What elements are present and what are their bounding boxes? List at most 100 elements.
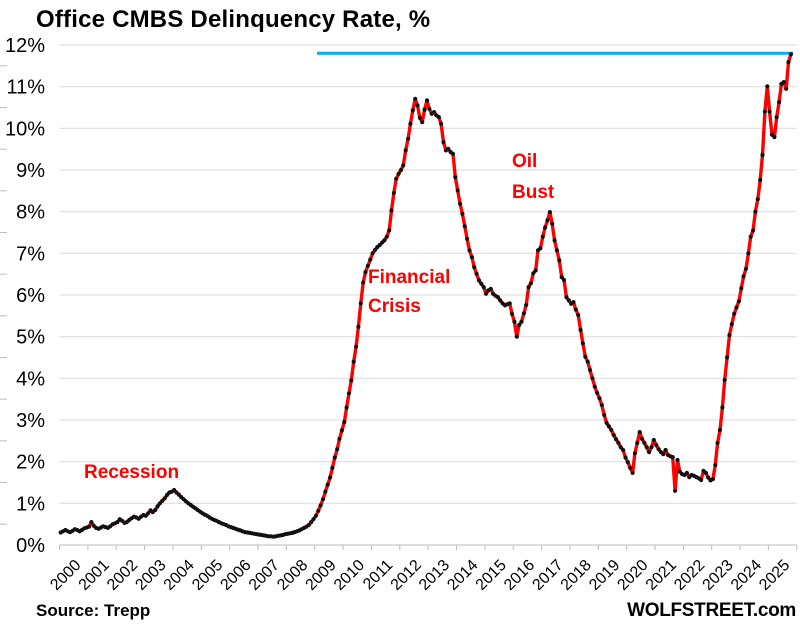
x-tick-label: 2023 [700, 557, 737, 594]
data-point-marker [632, 451, 638, 456]
data-point-marker [146, 511, 151, 516]
data-point-marker [349, 378, 354, 383]
data-point-marker [765, 84, 770, 89]
x-tick-label: 2017 [529, 557, 566, 594]
data-point-marker [526, 285, 531, 290]
data-point-marker [552, 238, 557, 243]
data-point-marker [746, 251, 751, 256]
data-point-marker [576, 312, 581, 318]
x-tick-label: 2012 [388, 557, 425, 594]
chart-title: Office CMBS Delinquency Rate, % [36, 6, 431, 33]
data-point-marker [465, 236, 470, 241]
data-point-marker [595, 390, 600, 395]
data-point-marker [684, 470, 690, 475]
data-point-marker [699, 477, 704, 483]
data-point-marker [422, 107, 427, 112]
data-point-marker [372, 247, 378, 253]
data-point-marker [476, 278, 482, 283]
y-tick-label: 1% [16, 493, 45, 515]
x-tick-label: 2009 [303, 557, 340, 594]
data-point-marker [469, 255, 474, 260]
data-point-marker [547, 210, 553, 215]
data-point-marker [540, 234, 545, 239]
data-point-marker [654, 442, 659, 448]
y-tick-label: 6% [16, 285, 45, 307]
x-tick-label: 2013 [416, 557, 453, 594]
data-point-marker [703, 470, 708, 475]
x-tick-label: 2001 [76, 557, 113, 594]
data-point-marker [521, 311, 527, 316]
data-point-marker [509, 311, 515, 316]
data-point-marker [710, 477, 716, 482]
data-point-marker [592, 384, 597, 389]
annotation-oil-bust: Oil Bust [512, 146, 554, 208]
data-point-marker [441, 140, 446, 145]
data-point-marker [722, 377, 727, 383]
data-point-marker [618, 445, 623, 450]
data-point-marker [410, 108, 415, 113]
data-point-marker [313, 513, 318, 518]
data-point-marker [609, 427, 614, 433]
data-point-marker [623, 455, 628, 460]
data-point-marker [398, 167, 404, 173]
data-point-marker [587, 367, 593, 373]
data-point-marker [325, 482, 330, 487]
data-point-marker [446, 146, 451, 151]
data-point-marker [571, 300, 576, 305]
data-point-marker [628, 465, 633, 470]
data-point-marker [382, 238, 387, 243]
data-point-marker [330, 465, 335, 470]
data-point-marker [432, 110, 437, 115]
x-tick-label: 2025 [756, 557, 793, 594]
x-tick-label: 2019 [586, 557, 623, 594]
data-point-marker [424, 98, 430, 103]
data-point-marker [368, 257, 373, 262]
x-tick-label: 2010 [331, 557, 368, 594]
x-tick-label: 2021 [643, 557, 680, 594]
data-point-marker [786, 60, 791, 65]
data-point-marker [384, 234, 389, 239]
data-point-marker [758, 177, 763, 183]
data-point-marker [387, 228, 392, 233]
data-point-marker [545, 218, 550, 223]
data-point-marker [739, 286, 744, 291]
data-point-marker [538, 246, 543, 251]
data-point-marker [656, 447, 661, 452]
annotation-oil-line2: Bust [512, 182, 555, 203]
data-point-marker [344, 405, 349, 410]
data-point-marker [637, 430, 642, 435]
data-point-marker [306, 522, 311, 528]
data-point-marker [450, 151, 456, 156]
data-point-marker [727, 332, 732, 338]
data-point-marker [153, 507, 158, 513]
data-point-marker [420, 120, 425, 125]
data-point-marker [741, 274, 746, 279]
data-point-marker [774, 115, 779, 120]
data-point-marker [649, 445, 654, 450]
data-point-marker [713, 462, 718, 468]
x-tick-label: 2015 [473, 557, 510, 594]
data-point-marker [734, 305, 739, 310]
x-tick-label: 2024 [728, 557, 765, 594]
x-tick-label: 2003 [132, 557, 169, 594]
data-point-marker [472, 265, 477, 270]
data-point-marker [316, 508, 321, 513]
data-point-marker [661, 452, 666, 457]
data-point-marker [408, 121, 413, 126]
data-point-marker [554, 248, 560, 253]
data-point-marker [613, 437, 619, 442]
data-point-marker [748, 234, 753, 239]
data-point-marker [616, 440, 621, 445]
data-point-marker [365, 263, 370, 268]
data-point-marker [436, 115, 441, 120]
x-tick-label: 2005 [189, 557, 226, 594]
data-point-marker [777, 100, 782, 105]
data-point-marker [339, 428, 344, 433]
x-tick-label: 2004 [161, 557, 198, 594]
data-point-marker [647, 450, 652, 455]
data-point-marker [715, 440, 720, 445]
data-point-marker [342, 420, 347, 425]
y-tick-label: 11% [6, 77, 45, 99]
